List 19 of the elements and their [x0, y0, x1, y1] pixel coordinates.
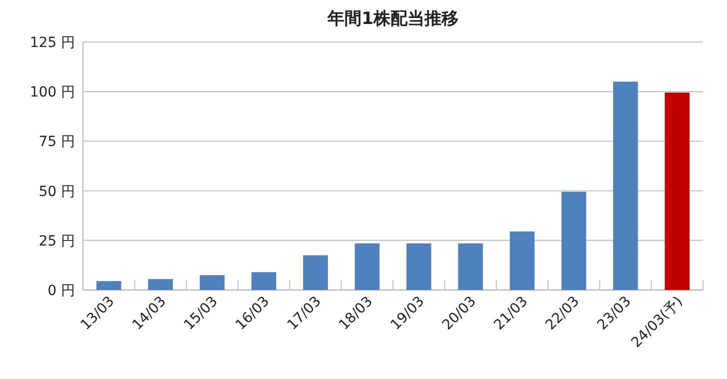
bar	[251, 272, 276, 290]
bar	[406, 243, 432, 290]
bar	[664, 92, 690, 290]
bar	[303, 255, 328, 290]
chart-title: 年間1株配当推移	[326, 9, 458, 29]
y-tick-label: 0 円	[48, 283, 75, 299]
y-tick-label: 125 円	[30, 35, 75, 51]
bar	[96, 281, 122, 290]
bar	[613, 82, 638, 290]
y-tick-label: 100 円	[30, 84, 75, 101]
bar	[200, 275, 225, 290]
y-tick-label: 50 円	[38, 184, 75, 200]
bar	[148, 279, 173, 290]
bar	[354, 243, 380, 290]
bar	[458, 243, 483, 290]
y-tick-label: 75 円	[38, 134, 75, 150]
bar	[510, 231, 535, 290]
bar	[561, 192, 586, 290]
y-tick-label: 25 円	[38, 233, 75, 250]
